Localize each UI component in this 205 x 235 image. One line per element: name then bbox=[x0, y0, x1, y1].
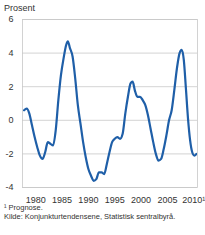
svg-text:1990: 1990 bbox=[78, 195, 98, 203]
svg-text:1985: 1985 bbox=[52, 195, 72, 203]
svg-text:1980: 1980 bbox=[26, 195, 46, 203]
svg-text:2: 2 bbox=[8, 82, 13, 92]
svg-text:6: 6 bbox=[8, 15, 13, 24]
svg-text:-4: -4 bbox=[5, 182, 13, 192]
svg-text:4: 4 bbox=[8, 48, 13, 58]
html-text:Prosent: Prosent bbox=[4, 3, 35, 13]
svg-text:1995: 1995 bbox=[105, 195, 125, 203]
svg-text:0: 0 bbox=[8, 115, 13, 125]
svg-text:-2: -2 bbox=[5, 149, 13, 159]
svg-text:2010¹: 2010¹ bbox=[182, 195, 205, 203]
html-text:¹ Prognose.: ¹ Prognose. bbox=[4, 203, 43, 212]
html-text:Kilde: Konjunkturtendensene, S: Kilde: Konjunkturtendensene, Statistisk … bbox=[4, 212, 176, 221]
svg-text:2000: 2000 bbox=[131, 195, 151, 203]
svg-text:2005: 2005 bbox=[157, 195, 177, 203]
